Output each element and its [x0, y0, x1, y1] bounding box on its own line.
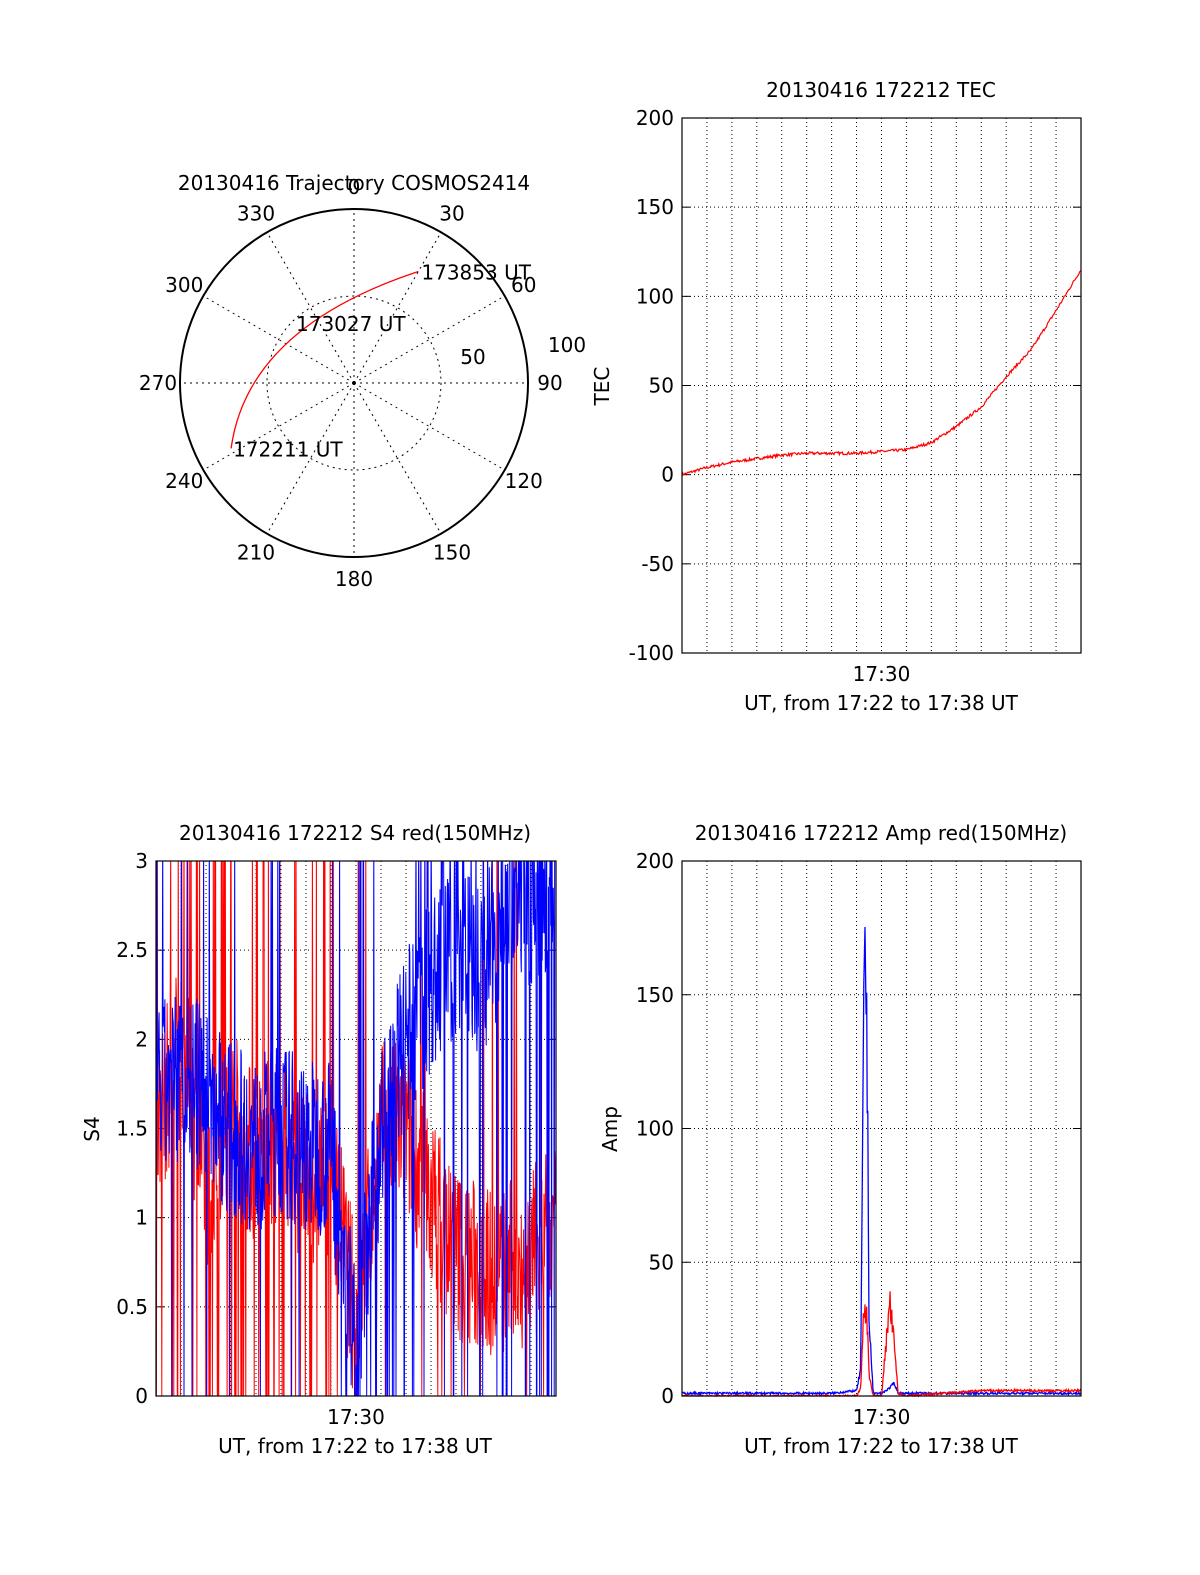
s4-blue-series-line [156, 861, 556, 1396]
y-tick-label: 50 [649, 1250, 674, 1274]
polar-spoke [266, 382, 355, 534]
polar-azimuth-label: 120 [505, 469, 543, 493]
y-tick-label: 0 [135, 1384, 148, 1408]
polar-title: 20130416 Trajectory COSMOS2414 [178, 171, 530, 195]
polar-spoke [353, 382, 442, 534]
y-tick-label: 2 [135, 1027, 148, 1051]
amp-red-series-line [682, 1291, 1082, 1398]
polar-spoke [203, 382, 355, 471]
y-tick-label: 3 [135, 849, 148, 873]
tec-xlabel: UT, from 17:22 to 17:38 UT [744, 691, 1019, 715]
plot-frame [155, 860, 557, 1397]
y-tick-label: 150 [636, 983, 674, 1007]
polar-spoke [266, 232, 355, 384]
y-tick-label: 150 [636, 195, 674, 219]
s4-chart: 20130416 172212 S4 red(150MHz) UT, from … [80, 821, 557, 1458]
polar-azimuth-label: 300 [165, 273, 203, 297]
trajectory-track [230, 270, 419, 449]
polar-azimuth-label: 210 [237, 541, 275, 565]
polar-azimuth-label: 330 [237, 201, 275, 225]
polar-azimuth-label: 0 [348, 175, 361, 199]
y-tick-label: 0 [661, 1384, 674, 1408]
track-end-label: 173853 UT [421, 260, 531, 284]
polar-spoke [203, 295, 355, 384]
polar-outer-ring [179, 208, 529, 558]
y-tick-label: 50 [649, 374, 674, 398]
polar-azimuth-label: 30 [439, 201, 464, 225]
polar-azimuth-label: 180 [335, 567, 373, 591]
amp-xlabel: UT, from 17:22 to 17:38 UT [744, 1434, 1019, 1458]
polar-azimuth-label: 90 [537, 371, 562, 395]
polar-azimuth-label: 150 [433, 541, 471, 565]
amp-chart: 20130416 172212 Amp red(150MHz) UT, from… [598, 821, 1082, 1458]
y-tick-label: 0 [661, 463, 674, 487]
x-tick-label: 17:30 [853, 1405, 911, 1429]
tec-ylabel: TEC [590, 367, 614, 407]
s4-title: 20130416 172212 S4 red(150MHz) [179, 821, 531, 845]
y-tick-label: 200 [636, 106, 674, 130]
tec-chart: 20130416 172212 TEC UT, from 17:22 to 17… [590, 78, 1082, 715]
tec-title: 20130416 172212 TEC [766, 78, 996, 102]
polar-elevation-label: 100 [548, 333, 586, 357]
x-tick-label: 17:30 [327, 1405, 385, 1429]
trajectory-polar-chart: 20130416 Trajectory COSMOS2414 0 30 60 90 12… [139, 171, 586, 591]
polar-elevation-label: 50 [460, 345, 485, 369]
y-tick-label: 100 [636, 1117, 674, 1141]
polar-azimuth-label: 270 [139, 371, 177, 395]
y-tick-label: 100 [636, 284, 674, 308]
polar-azimuth-label: 60 [511, 273, 536, 297]
polar-azimuth-label: 240 [165, 469, 203, 493]
track-mid-label: 173027 UT [296, 312, 406, 336]
tec-series-line [681, 270, 1082, 477]
y-tick-label: -100 [629, 641, 674, 665]
x-tick-label: 17:30 [853, 662, 911, 686]
amp-ylabel: Amp [598, 1106, 622, 1152]
plot-frame [681, 117, 1082, 654]
y-tick-label: 0.5 [116, 1295, 148, 1319]
y-tick-label: 200 [636, 849, 674, 873]
amp-title: 20130416 172212 Amp red(150MHz) [695, 821, 1067, 845]
y-tick-label: 1.5 [116, 1117, 148, 1141]
polar-spoke [353, 295, 505, 384]
y-tick-label: 1 [135, 1206, 148, 1230]
y-tick-label: 2.5 [116, 938, 148, 962]
y-tick-label: -50 [641, 552, 674, 576]
polar-spoke [353, 232, 442, 384]
track-start-label: 172211 UT [233, 437, 343, 461]
polar-grid-circle [266, 295, 442, 471]
polar-spoke [353, 382, 505, 471]
s4-ylabel: S4 [80, 1116, 104, 1141]
plot-frame [681, 860, 1082, 1397]
s4-xlabel: UT, from 17:22 to 17:38 UT [218, 1434, 493, 1458]
